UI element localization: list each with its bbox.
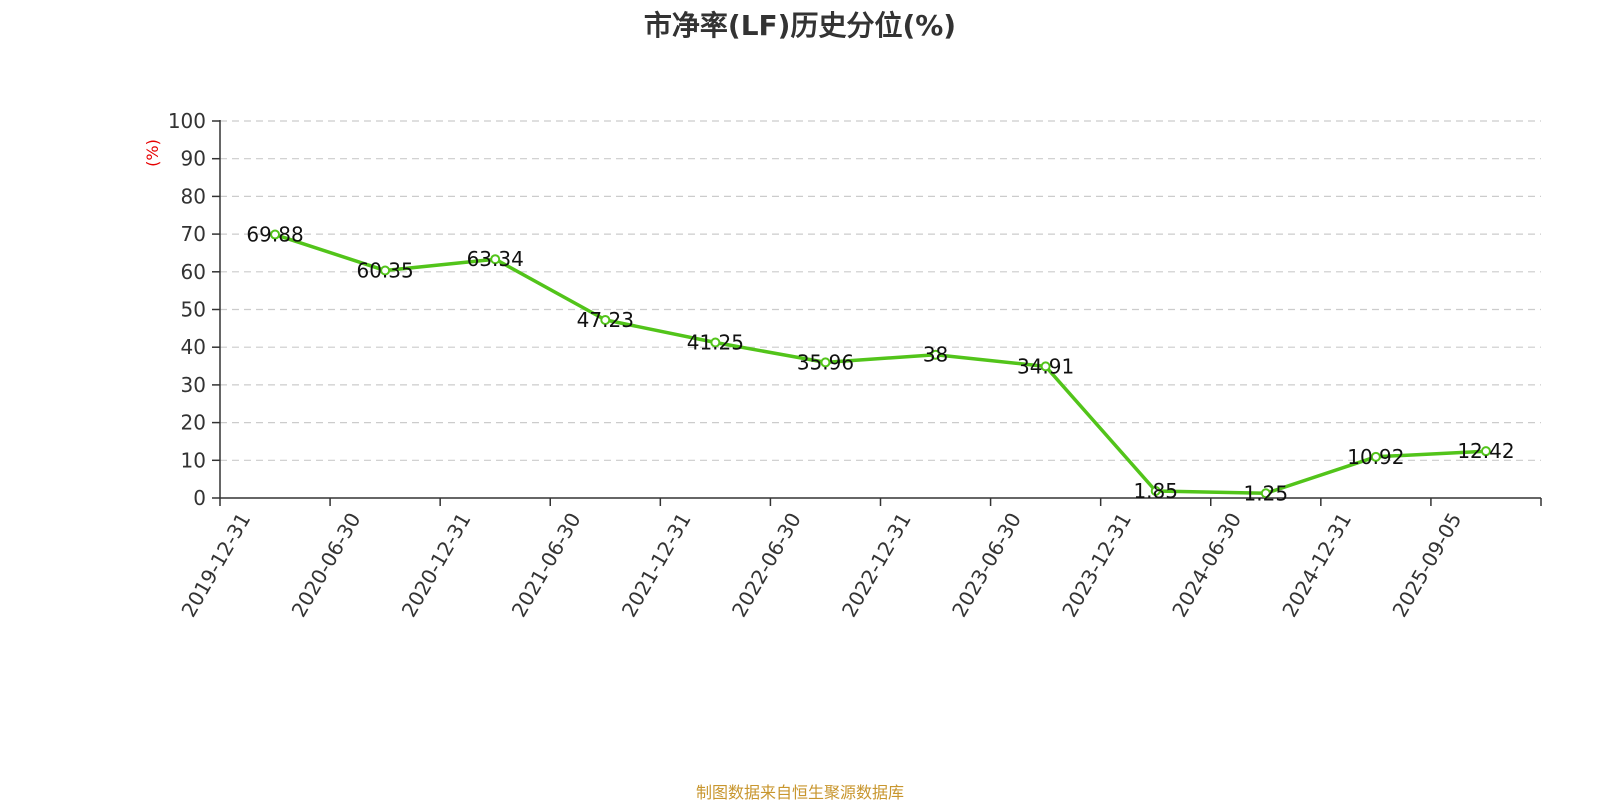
series-line (274, 232, 1487, 496)
data-label: 34.91 (1017, 354, 1074, 378)
y-tick-label: 10 (181, 448, 206, 472)
axes (212, 120, 1542, 506)
x-tick-labels: 2019-12-31 2020-06-30 2020-12-31 2021-06-30… (176, 509, 1466, 622)
data-labels: 69.88 60.35 63.34 47.23 41.25 35.96 38 34.91 1.8… (246, 223, 1514, 506)
data-label: 1.25 (1244, 481, 1289, 505)
data-point (1370, 451, 1381, 462)
data-point (930, 349, 941, 360)
x-tick-label: 2022-06-30 (727, 509, 806, 622)
data-point (600, 314, 611, 325)
data-label: 69.88 (246, 223, 303, 247)
data-label: 10.92 (1347, 445, 1404, 469)
x-tick-label: 2021-12-31 (617, 509, 696, 622)
y-tick-label: 60 (181, 260, 206, 284)
data-point (380, 265, 391, 276)
x-tick-label: 2025-09-05 (1387, 509, 1466, 622)
y-tick-label: 100 (168, 109, 206, 133)
y-tick-label: 90 (181, 147, 206, 171)
x-tick-label: 2023-12-31 (1057, 509, 1136, 622)
grid-lines (220, 120, 1541, 461)
data-point (820, 357, 831, 368)
data-label: 47.23 (577, 308, 634, 332)
y-tick-label: 20 (181, 411, 206, 435)
data-point (270, 229, 281, 240)
y-tick-label: 50 (181, 298, 206, 322)
y-tick-labels: 0 10 20 30 40 50 60 70 80 90 100 (168, 109, 206, 510)
data-point (1260, 488, 1271, 499)
footer-source: 制图数据来自恒生聚源数据库 (695, 783, 904, 802)
data-points (270, 229, 1491, 499)
data-label: 12.42 (1457, 439, 1514, 463)
x-tick-label: 2019-12-31 (176, 509, 255, 622)
x-tick-label: 2024-12-31 (1277, 509, 1356, 622)
x-tick-label: 2023-06-30 (947, 509, 1026, 622)
data-point (1040, 361, 1051, 372)
data-point (1150, 486, 1161, 497)
data-point (1480, 446, 1491, 457)
y-tick-label: 70 (181, 222, 206, 246)
data-point (490, 254, 501, 265)
data-label: 1.85 (1133, 479, 1178, 503)
y-axis-label: (%) (143, 139, 162, 167)
y-tick-label: 80 (181, 184, 206, 208)
x-tick-label: 2021-06-30 (507, 509, 586, 622)
data-label: 63.34 (467, 247, 524, 271)
data-point (710, 337, 721, 348)
data-label: 60.35 (356, 258, 413, 282)
x-tick-label: 2022-12-31 (837, 509, 916, 622)
y-tick-label: 40 (181, 335, 206, 359)
x-tick-label: 2020-06-30 (287, 509, 366, 622)
x-tick-label: 2020-12-31 (397, 509, 476, 622)
chart-title: 市净率(LF)历史分位(%) (643, 9, 957, 42)
y-tick-label: 0 (193, 486, 206, 510)
data-label: 38 (923, 343, 948, 367)
data-label: 41.25 (687, 330, 744, 354)
data-label: 35.96 (797, 350, 854, 374)
y-tick-label: 30 (181, 373, 206, 397)
x-tick-label: 2024-06-30 (1167, 509, 1246, 622)
